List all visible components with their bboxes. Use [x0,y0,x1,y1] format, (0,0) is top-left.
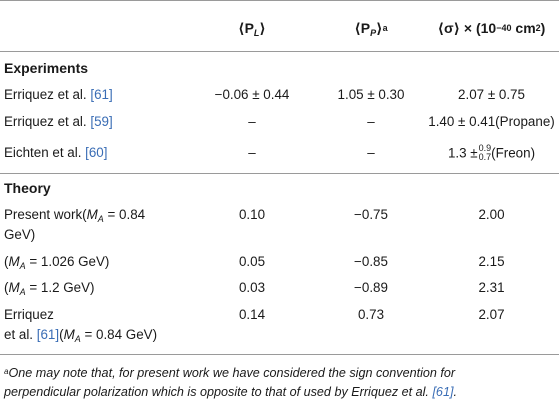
header-rule [0,51,559,52]
cell-pl: 0.05 [238,254,266,269]
row-label: (MA = 1.2 GeV) [4,280,95,297]
cell-pl: 0.10 [238,207,266,222]
cell-sigma: 2.07 ± 0.75 [458,87,525,102]
cell-pl: – [248,114,256,129]
section-title: Experiments [4,60,89,76]
row-label: Present work(MA = 0.84 [4,207,146,224]
cell-pl: – [248,145,256,160]
table-row: Erriquez et al. [61] −0.06 ± 0.44 1.05 ±… [0,87,559,103]
table-row: Erriquez et al. [59] – – 1.40 ± 0.41(Pro… [0,114,559,130]
section-theory: Theory [0,180,559,196]
table-row: Erriquez 0.14 0.73 2.07 [0,307,559,323]
cell-pp: 0.73 [357,307,385,322]
row-label: et al. [61](MA = 0.84 GeV) [4,327,158,344]
table-row: (MA = 1.2 GeV) 0.03 −0.89 2.31 [0,280,559,297]
table-row-continuation: et al. [61](MA = 0.84 GeV) [0,327,559,344]
row-label: GeV) [4,227,36,242]
cell-sigma: 2.31 [478,280,505,295]
asymmetric-error: 0.9 0.7 [478,143,492,162]
cell-pl: 0.14 [238,307,266,322]
cell-pp: −0.75 [354,207,388,222]
table-row: (MA = 1.026 GeV) 0.05 −0.85 2.15 [0,254,559,271]
row-label: Eichten et al. [60] [4,145,108,160]
table-row-continuation: GeV) [0,227,559,243]
row-label: Erriquez et al. [59] [4,114,113,129]
cell-pp: – [367,145,375,160]
table-bottom-rule [0,354,559,355]
cell-pp: – [367,114,375,129]
cell-sigma: 2.07 [478,307,505,322]
row-label: Erriquez et al. [61] [4,87,113,102]
cell-pp: 1.05 ± 0.30 [337,87,405,102]
section-experiments: Experiments [0,60,559,76]
cell-pl: 0.03 [238,280,266,295]
footnote-mark: a [4,367,9,376]
cell-pp: −0.85 [354,254,388,269]
cell-sigma: 2.00 [478,207,505,222]
row-label: Erriquez [4,307,54,322]
table-top-rule [0,0,559,1]
table-row: Eichten et al. [60] – – 1.3 ±0.9 0.7 (Freo… [0,143,559,162]
section-title: Theory [4,180,51,196]
header-pl: ⟨PL⟩ [238,20,266,38]
citation-link[interactable]: [60] [85,145,108,160]
cell-pl: −0.06 ± 0.44 [214,87,290,102]
section-rule [0,173,559,174]
table-header: ⟨PL⟩ ⟨PP⟩a ⟨σ⟩ × (10−40 cm2) [0,20,559,38]
header-pp: ⟨PP⟩a [354,20,388,38]
table-footnote: aOne may note that, for present work we … [4,366,457,399]
citation-link[interactable]: [61] [36,327,60,342]
header-sigma: ⟨σ⟩ × (10−40 cm2) [437,20,546,36]
cell-sigma: 1.3 ±0.9 0.7 (Freon) [447,143,536,162]
cell-sigma: 2.15 [478,254,505,269]
citation-link[interactable]: [61] [432,385,454,399]
cell-sigma: 1.40 ± 0.41(Propane) [428,114,555,129]
table-row: Present work(MA = 0.84 0.10 −0.75 2.00 [0,207,559,224]
citation-link[interactable]: [59] [90,114,113,129]
citation-link[interactable]: [61] [90,87,113,102]
row-label: (MA = 1.026 GeV) [4,254,110,271]
cell-pp: −0.89 [354,280,388,295]
